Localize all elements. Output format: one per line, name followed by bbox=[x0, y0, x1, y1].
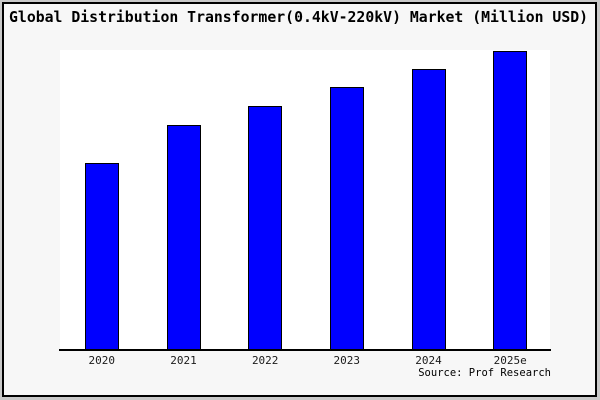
bar-2021 bbox=[166, 125, 201, 350]
x-tick-label-2022: 2022 bbox=[251, 354, 279, 367]
bar-2024 bbox=[411, 69, 446, 350]
bar-2023 bbox=[329, 87, 364, 350]
plot-area bbox=[60, 50, 550, 350]
x-tick-label-2020: 2020 bbox=[88, 354, 116, 367]
x-tick-label-2023: 2023 bbox=[333, 354, 361, 367]
x-tick-label-2021: 2021 bbox=[170, 354, 197, 367]
source-attribution: Source: Prof Research bbox=[418, 367, 551, 379]
x-axis-line bbox=[59, 349, 551, 351]
bar-2020 bbox=[84, 163, 119, 350]
chart-title: Global Distribution Transformer(0.4kV-22… bbox=[9, 9, 589, 26]
bar-2022 bbox=[248, 106, 283, 350]
bar-2025e bbox=[493, 51, 528, 350]
x-tick-label-2024: 2024 bbox=[415, 354, 442, 367]
x-tick-label-2025e: 2025e bbox=[493, 354, 527, 367]
